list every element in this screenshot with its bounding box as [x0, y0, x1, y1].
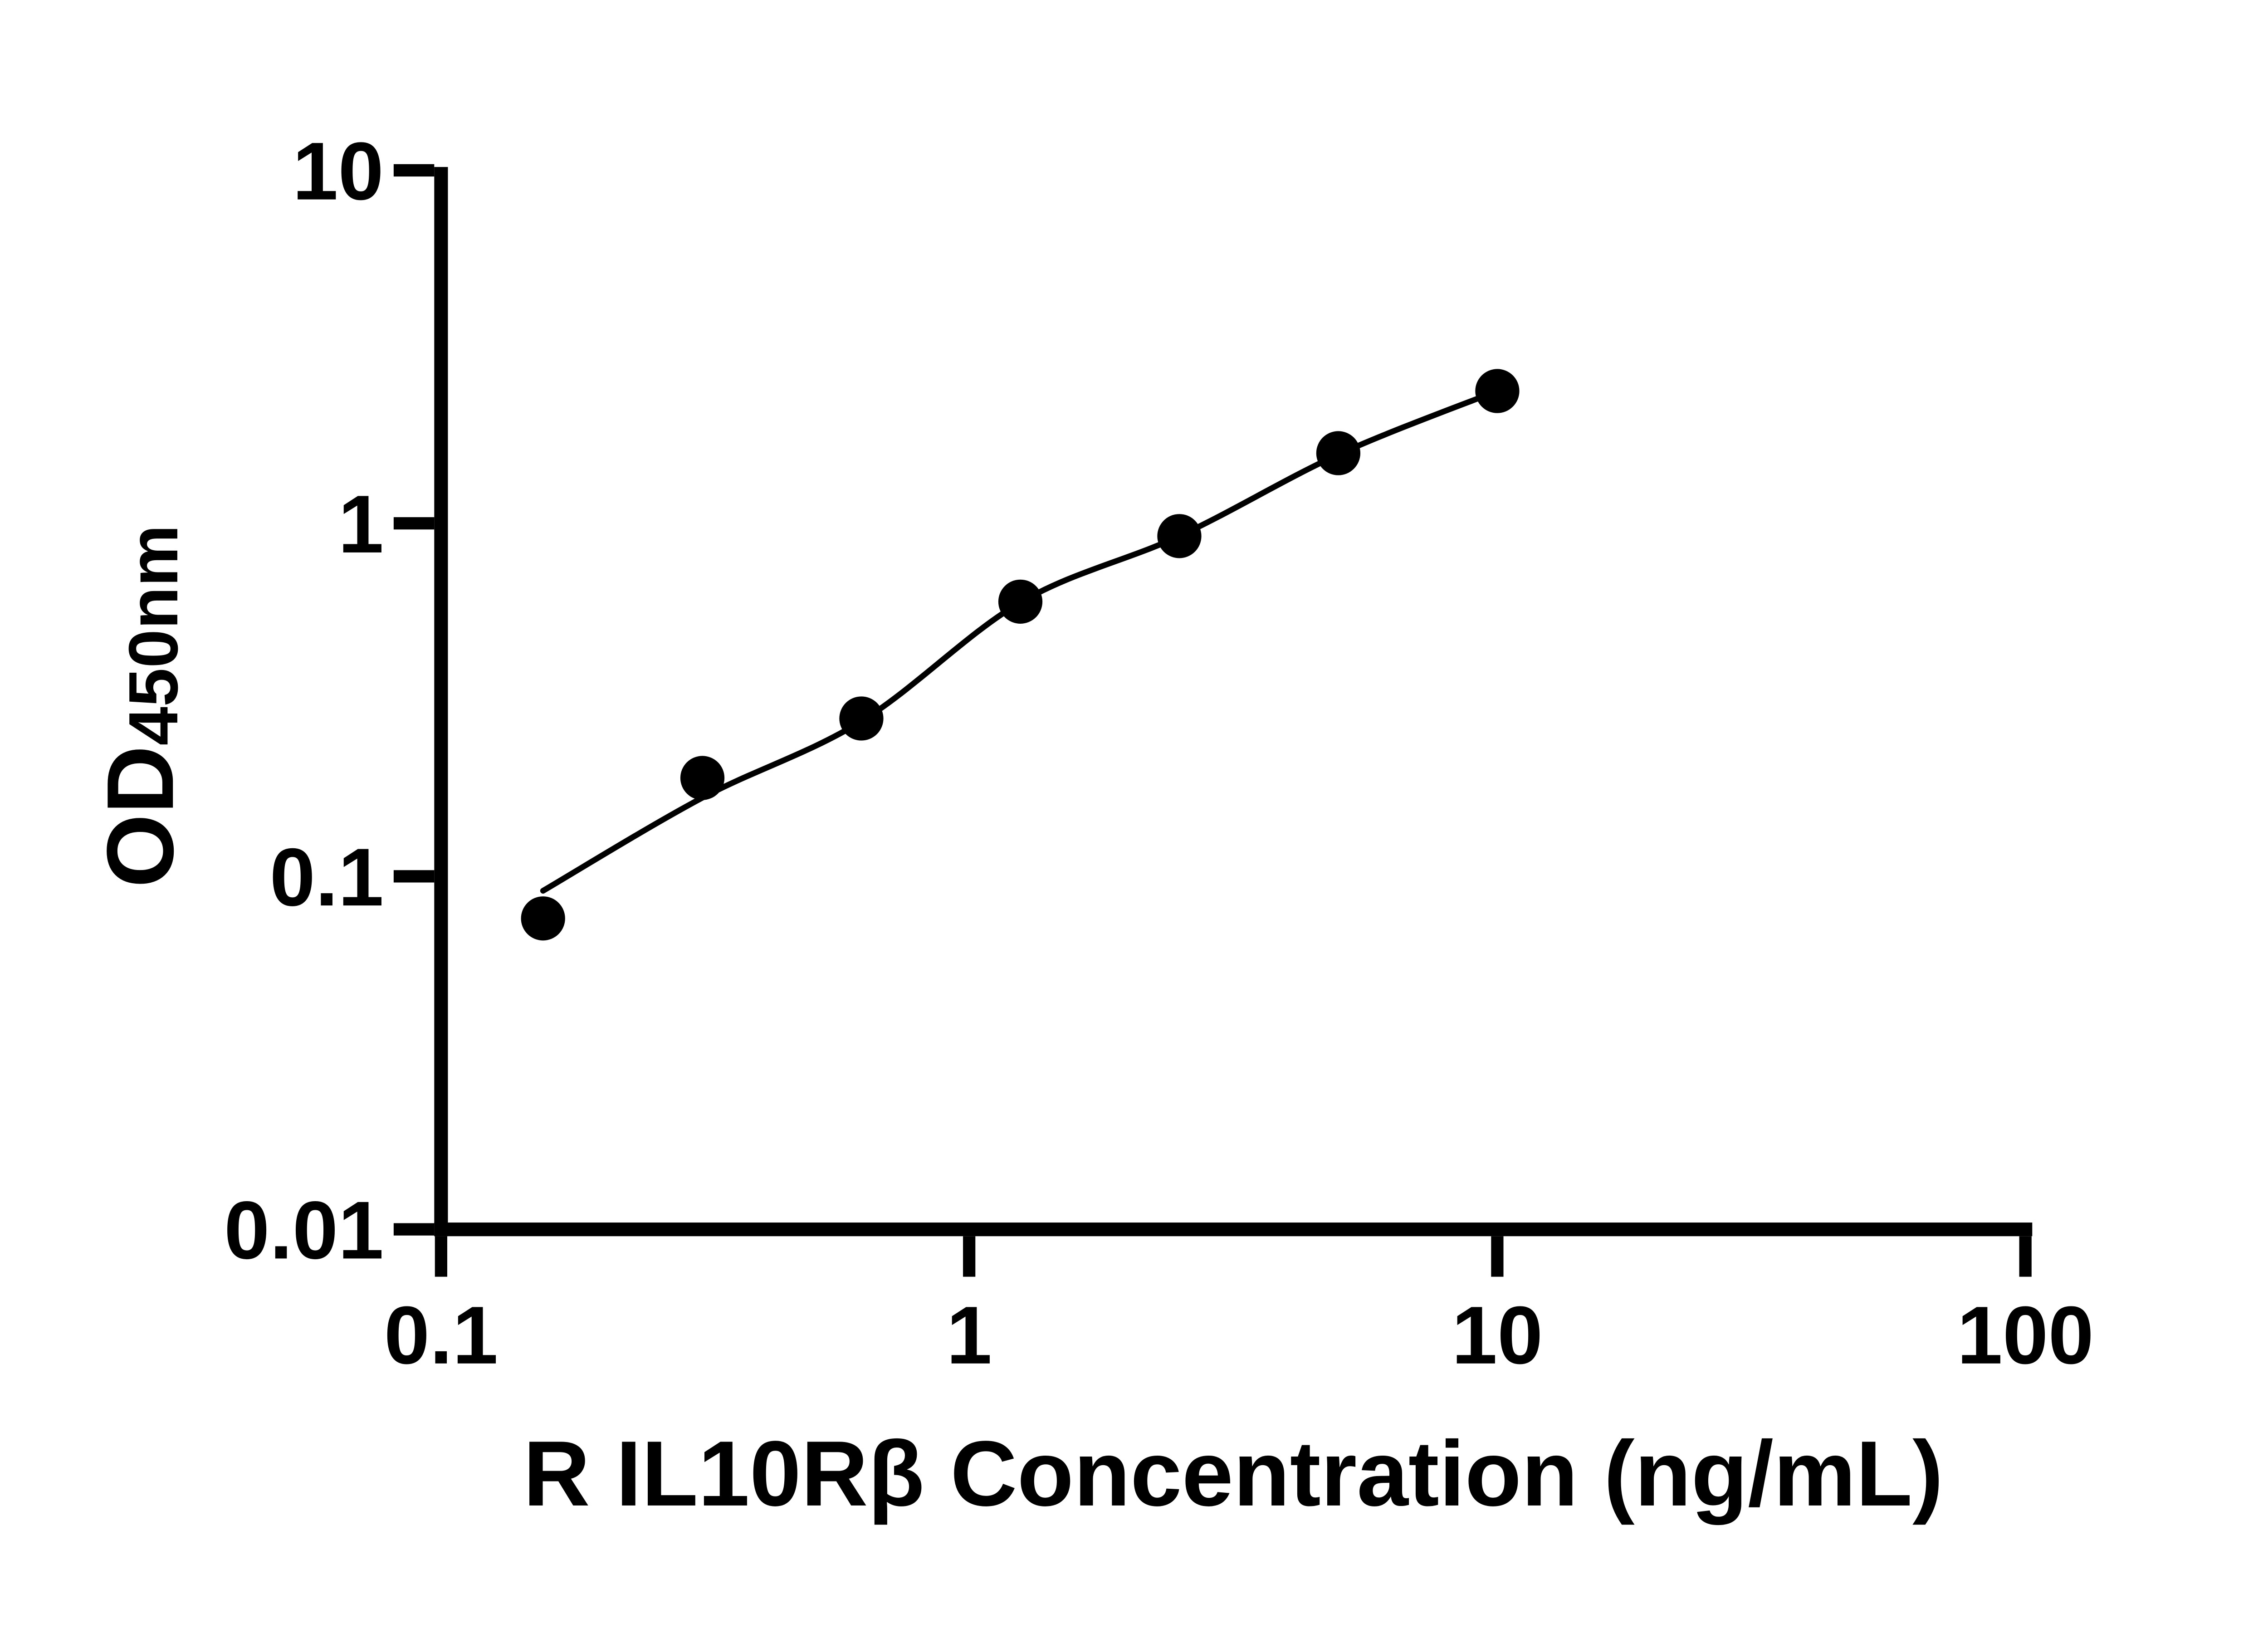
x-tick-label-1: 1	[946, 1290, 992, 1381]
data-point	[839, 696, 884, 741]
data-point	[521, 896, 565, 941]
y-axis-title-main: OD	[88, 745, 193, 888]
x-axis-title: R IL10Rβ Concentration (ng/mL)	[523, 1422, 1943, 1525]
data-point	[1157, 514, 1202, 558]
data-point	[1316, 431, 1361, 475]
y-tick-label-0.01: 0.01	[224, 1184, 384, 1276]
y-tick-label-1: 1	[338, 479, 384, 570]
x-tick-label-0.1: 0.1	[384, 1290, 498, 1381]
data-points	[521, 369, 1520, 941]
chart-background	[0, 22, 2268, 1611]
y-axis-title-subscript: 450nm	[114, 525, 192, 746]
x-tick-label-100: 100	[1957, 1290, 2094, 1381]
data-point	[680, 756, 725, 800]
data-point	[998, 579, 1043, 624]
x-tick-label-10: 10	[1452, 1290, 1543, 1381]
y-tick-label-10: 10	[293, 126, 384, 217]
y-tick-label-0.1: 0.1	[270, 831, 384, 923]
axes	[434, 167, 2033, 1237]
data-point	[1475, 369, 1520, 413]
y-axis-title: OD450nm	[88, 525, 193, 888]
axis-ticks	[393, 164, 2032, 1277]
